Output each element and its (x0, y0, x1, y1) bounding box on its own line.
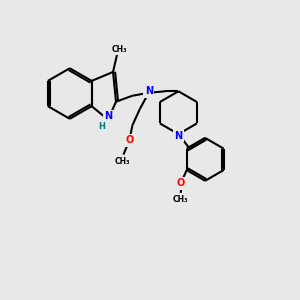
Text: CH₃: CH₃ (111, 45, 127, 54)
Text: N: N (174, 130, 182, 141)
Text: N: N (145, 86, 153, 96)
Text: N: N (104, 111, 112, 121)
Text: CH₃: CH₃ (114, 157, 130, 166)
Text: O: O (125, 135, 134, 145)
Text: O: O (177, 178, 185, 188)
Text: CH₃: CH₃ (173, 195, 188, 204)
Text: H: H (98, 122, 105, 131)
